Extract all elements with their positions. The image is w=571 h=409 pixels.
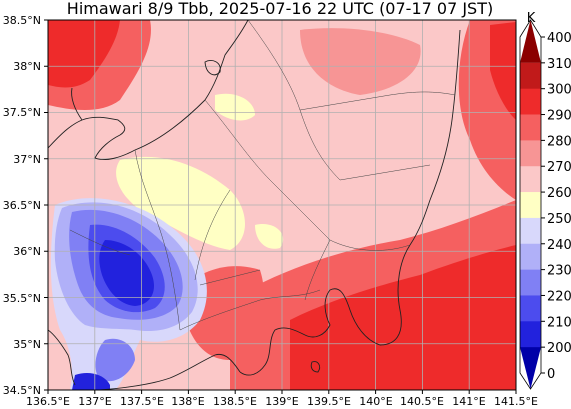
lon-tick-label: 140°E xyxy=(359,395,392,408)
colorbar-swatch xyxy=(520,62,541,89)
colorbar-swatch xyxy=(520,166,541,193)
colorbar-swatch xyxy=(520,321,541,348)
coastline-noto xyxy=(71,87,83,121)
page-title: Himawari 8/9 Tbb, 2025-07-16 22 UTC (07-… xyxy=(66,0,494,18)
colorbar-swatch xyxy=(520,295,541,322)
lon-tick-label: 138°E xyxy=(171,395,204,408)
coastline-ise-bay xyxy=(48,329,76,386)
lon-tick-label: 137.5°E xyxy=(120,395,164,408)
lat-tick-label: 35.5°N xyxy=(3,292,41,305)
colorbar-label: 220 xyxy=(547,289,571,304)
colorbar-label: 250 xyxy=(547,212,571,227)
lat-tick-labels: 38.5°N 38°N 37.5°N 37°N 36.5°N 36°N 35.5… xyxy=(3,14,41,397)
colorbar-label: 310 xyxy=(547,57,571,72)
colorbar-label: 270 xyxy=(547,160,571,175)
warm-area-north-center xyxy=(300,28,421,95)
lon-tick-label: 136.5°E xyxy=(26,395,70,408)
colorbar-label: 290 xyxy=(547,109,571,124)
tbb-field xyxy=(48,20,516,390)
colorbar-swatch xyxy=(520,140,541,167)
colorbar-swatch xyxy=(520,217,541,245)
colorbar-swatch xyxy=(520,88,541,115)
coastline-boso xyxy=(349,244,411,346)
colorbar-swatch xyxy=(520,269,541,296)
cold-cloud-south xyxy=(95,338,135,382)
lon-tick-label: 137°E xyxy=(78,395,111,408)
colorbar-swatch xyxy=(520,347,541,389)
colorbar-label: 300 xyxy=(547,83,571,98)
coastline-tokyo-bay xyxy=(304,288,351,338)
warm-area-northwest-core xyxy=(48,20,120,88)
lon-tick-label: 141°E xyxy=(452,395,485,408)
lon-tick-label: 139.5°E xyxy=(307,395,351,408)
lon-tick-label: 138.5°E xyxy=(213,395,257,408)
colorbar-unit: K xyxy=(527,11,536,26)
colorbar-label: 200 xyxy=(547,341,571,356)
graticule xyxy=(48,20,516,390)
lon-tick-label: 140.5°E xyxy=(400,395,444,408)
coastline-izu-suruga xyxy=(99,353,241,390)
lon-tick-label: 141.5°E xyxy=(494,395,538,408)
lon-tick-label: 139°E xyxy=(265,395,298,408)
warm-area-northeast-core xyxy=(490,22,516,120)
colorbar-label: 240 xyxy=(547,238,571,253)
colorbar-label: 280 xyxy=(547,134,571,149)
colorbar-label: 230 xyxy=(547,264,571,279)
coastline-pacific-east xyxy=(409,29,461,246)
colorbar: K 400 310 300 290 280 270 260 250 240 230 220 210 20… xyxy=(519,11,571,390)
colorbar-label: 210 xyxy=(547,315,571,330)
colorbar-swatch xyxy=(520,243,541,270)
colorbar-swatch xyxy=(520,114,541,141)
colorbar-swatch xyxy=(520,192,541,219)
coastline-sea-of-japan xyxy=(48,20,249,161)
cold-cloud-south-core xyxy=(72,373,110,390)
colorbar-swatch xyxy=(520,20,541,63)
colorbar-label: 0 xyxy=(547,367,555,382)
axis-ticks xyxy=(44,19,517,394)
lon-tick-labels: 136.5°E 137°E 137.5°E 138°E 138.5°E 139°… xyxy=(26,395,538,408)
lat-tick-label: 37°N xyxy=(13,153,41,166)
lat-tick-label: 37.5°N xyxy=(3,106,41,119)
prefecture-borders xyxy=(69,20,456,331)
coastline-sado xyxy=(204,60,221,76)
lat-tick-label: 38°N xyxy=(13,60,41,73)
cold-cloud-core xyxy=(99,240,155,306)
colorbar-labels: 400 310 300 290 280 270 260 250 240 230 220 210 200 0 xyxy=(547,31,571,382)
coastline-sagami xyxy=(239,327,306,376)
lat-tick-label: 36°N xyxy=(13,245,41,258)
coastlines xyxy=(48,20,461,390)
colorbar-ticks xyxy=(541,36,545,374)
lat-tick-label: 35°N xyxy=(13,338,41,351)
colorbar-label: 400 xyxy=(547,31,571,46)
lat-tick-label: 34.5°N xyxy=(3,384,41,397)
island-izu-oshima xyxy=(310,361,321,373)
colorbar-label: 260 xyxy=(547,186,571,201)
neutral-patch-3 xyxy=(255,224,284,249)
warm-area-southeast-core xyxy=(290,245,516,390)
neutral-patch-1 xyxy=(116,156,245,250)
lat-tick-label: 38.5°N xyxy=(3,14,41,27)
colorbar-swatches xyxy=(519,19,542,390)
lat-tick-label: 36.5°N xyxy=(3,199,41,212)
